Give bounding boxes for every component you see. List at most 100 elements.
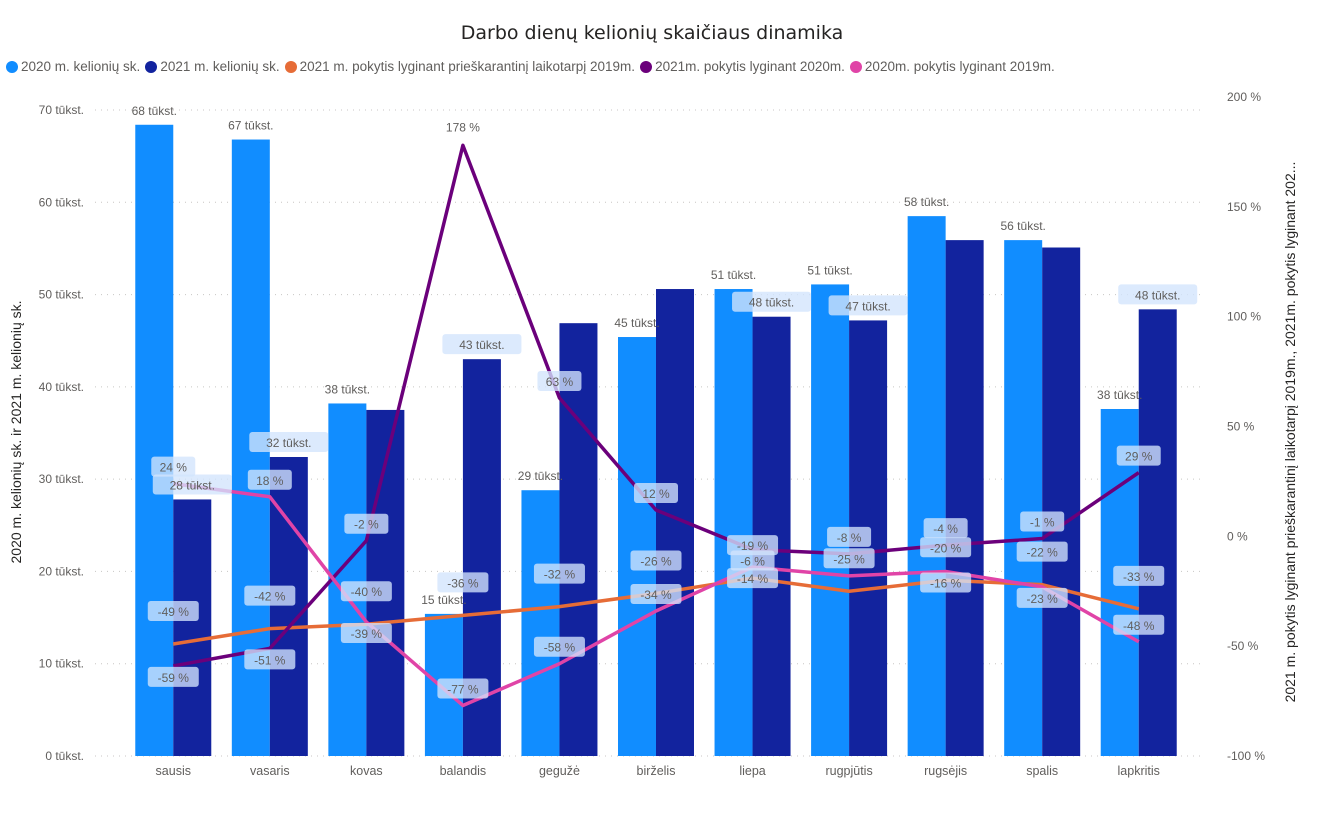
legend-dot-icon <box>849 60 862 73</box>
data-label: 12 % <box>642 487 670 501</box>
y-tick-label: 70 tūkst. <box>39 103 84 117</box>
data-label-box <box>1116 445 1161 466</box>
data-label: -14 % <box>737 572 769 586</box>
data-label-box <box>727 535 779 556</box>
legend-label: 2021 m. kelionių sk. <box>160 59 280 74</box>
data-label-box <box>827 526 872 547</box>
data-label: -25 % <box>833 552 865 566</box>
data-label-box <box>151 456 196 477</box>
bar <box>1004 240 1043 756</box>
bar <box>1042 247 1081 756</box>
data-label: 63 % <box>546 375 574 389</box>
legend-item-2021-vs-2020[interactable]: 2021m. pokytis lyginant 2020m. <box>640 59 845 74</box>
y-tick-label: 10 tūkst. <box>39 657 84 671</box>
x-tick-label: sausis <box>156 764 191 778</box>
data-label: 28 tūkst. <box>170 478 215 492</box>
legend-label: 2021m. pokytis lyginant 2020m. <box>655 59 845 74</box>
legend-dot-icon <box>145 60 158 73</box>
y-tick-label: 40 tūkst. <box>39 380 84 394</box>
y2-tick-label: 200 % <box>1227 90 1261 104</box>
legend-item-2020-vs-2019[interactable]: 2020m. pokytis lyginant 2019m. <box>849 59 1055 74</box>
x-tick-label: balandis <box>440 764 487 778</box>
data-label: -58 % <box>544 641 576 655</box>
data-label: 38 tūkst. <box>325 382 370 396</box>
data-label-box <box>730 550 775 571</box>
data-label-box <box>344 513 389 534</box>
data-label-box <box>727 568 779 589</box>
data-label: 29 tūkst. <box>518 469 563 483</box>
bar <box>714 289 753 756</box>
legend-dot-icon <box>284 60 297 73</box>
bar <box>173 499 212 756</box>
legend-item-2021-vs-2019[interactable]: 2021 m. pokytis lyginant prieškarantinį … <box>284 59 636 74</box>
data-label: -23 % <box>1027 592 1059 606</box>
legend-item-2020-trips[interactable]: 2020 m. kelionių sk. <box>6 59 140 74</box>
data-label: -6 % <box>740 555 765 569</box>
legend-item-2021-trips[interactable]: 2021 m. kelionių sk. <box>145 59 280 74</box>
data-label: -48 % <box>1123 619 1155 633</box>
data-label-box <box>147 666 199 687</box>
legend-label: 2020m. pokytis lyginant 2019m. <box>864 59 1055 74</box>
data-label-box <box>340 581 392 602</box>
y2-tick-label: 50 % <box>1227 420 1255 434</box>
bar <box>559 323 598 756</box>
data-label-box <box>533 563 585 584</box>
x-axis: sausis vasaris kovas balandis gegužė birželis… <box>156 764 1160 778</box>
x-tick-label: vasaris <box>250 764 290 778</box>
data-label: 24 % <box>160 461 188 475</box>
data-label: -16 % <box>930 576 962 590</box>
data-label: 58 tūkst. <box>904 195 949 209</box>
y-tick-label: 50 tūkst. <box>39 288 84 302</box>
data-label-box <box>244 585 296 606</box>
data-label-box <box>732 291 812 312</box>
data-label: -40 % <box>351 585 383 599</box>
x-tick-label: birželis <box>637 764 676 778</box>
data-label-box <box>437 678 489 699</box>
data-label: -26 % <box>640 554 672 568</box>
data-label: -19 % <box>737 539 769 553</box>
x-tick-label: rugpjūtis <box>825 764 872 778</box>
data-label-box <box>634 482 678 503</box>
legend: 2020 m. kelionių sk. 2021 m. kelionių sk… <box>6 59 1060 74</box>
data-label: 38 tūkst. <box>1097 388 1142 402</box>
data-label-box <box>147 600 199 621</box>
bar <box>811 284 850 756</box>
data-label: 67 tūkst. <box>228 119 273 133</box>
data-label-box <box>923 518 968 539</box>
data-label-box <box>1016 541 1068 562</box>
data-label-box <box>537 370 582 391</box>
x-tick-label: rugsėjis <box>924 764 967 778</box>
data-label: -20 % <box>930 541 962 555</box>
y-axis-right: -100 % -50 % 0 % 50 % 100 % 150 % 200 % <box>1227 90 1265 763</box>
data-label: 68 tūkst. <box>132 104 177 118</box>
data-label-box <box>533 636 585 657</box>
data-label-box <box>630 584 682 605</box>
data-label-box <box>249 431 329 452</box>
chart-title: Darbo dienų kelionių skaičiaus dinamika <box>460 22 844 44</box>
data-label: -2 % <box>354 518 379 532</box>
data-label-box <box>437 572 489 593</box>
data-label-box <box>1020 511 1065 532</box>
x-tick-label: spalis <box>1026 764 1058 778</box>
line-series <box>172 143 1140 668</box>
y-tick-label: 20 tūkst. <box>39 564 84 578</box>
data-label: -36 % <box>447 576 479 590</box>
legend-label: 2021 m. pokytis lyginant prieškarantinį … <box>299 59 636 74</box>
y2-tick-label: -50 % <box>1227 639 1259 653</box>
data-label: -22 % <box>1027 546 1059 560</box>
data-label: 45 tūkst. <box>614 316 659 330</box>
data-label: -34 % <box>640 588 672 602</box>
data-label: 43 tūkst. <box>459 338 504 352</box>
data-label-box <box>828 295 908 316</box>
data-label-box <box>1113 565 1165 586</box>
data-label: -8 % <box>837 531 862 545</box>
data-label-box <box>244 649 296 670</box>
data-label: -51 % <box>254 653 286 667</box>
data-label: 47 tūkst. <box>845 299 890 313</box>
data-label: 48 tūkst. <box>1135 288 1180 302</box>
legend-dot-icon <box>640 60 653 73</box>
data-label: -49 % <box>158 605 190 619</box>
bar <box>521 490 560 756</box>
y-tick-label: 0 tūkst. <box>45 749 84 763</box>
data-label-box <box>442 334 522 355</box>
